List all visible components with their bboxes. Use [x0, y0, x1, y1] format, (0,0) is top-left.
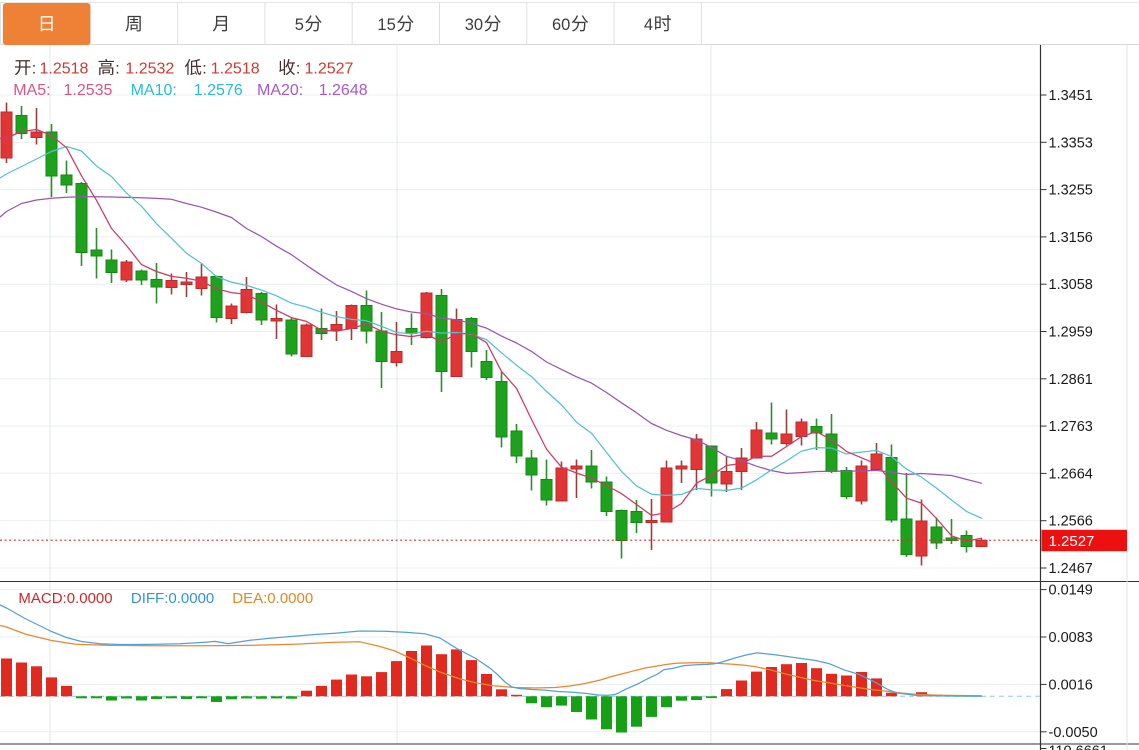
svg-text:1.2566: 1.2566 [1049, 514, 1093, 530]
svg-text:1.2467: 1.2467 [1049, 561, 1093, 577]
svg-text::: : [115, 60, 119, 77]
svg-text:1.3451: 1.3451 [1049, 88, 1093, 104]
svg-text:DIFF:0.0000: DIFF:0.0000 [131, 590, 214, 607]
svg-text:60: 60 [552, 16, 570, 34]
svg-text::: : [32, 60, 36, 77]
svg-text:1.3353: 1.3353 [1049, 135, 1093, 151]
svg-text:5: 5 [295, 16, 304, 34]
svg-text:1.2664: 1.2664 [1049, 466, 1093, 482]
svg-text:1.2527: 1.2527 [1049, 533, 1095, 550]
svg-text:1.2861: 1.2861 [1049, 372, 1093, 388]
svg-text:0.0149: 0.0149 [1049, 583, 1093, 599]
svg-text:1.2532: 1.2532 [125, 60, 174, 77]
svg-text:1.3255: 1.3255 [1049, 183, 1093, 199]
svg-text:MA10:: MA10: [131, 82, 177, 99]
svg-text:0.0083: 0.0083 [1049, 630, 1093, 646]
svg-text:15: 15 [377, 16, 395, 34]
svg-text:1.2535: 1.2535 [64, 82, 113, 99]
svg-text:0.0016: 0.0016 [1049, 677, 1093, 693]
svg-text:1.2576: 1.2576 [194, 82, 243, 99]
svg-text:30: 30 [465, 16, 483, 34]
svg-text:1.3156: 1.3156 [1049, 230, 1093, 246]
svg-text:-0.0050: -0.0050 [1049, 725, 1098, 741]
svg-text::: : [202, 60, 206, 77]
svg-text:MA5:: MA5: [13, 82, 50, 99]
svg-text:1.2959: 1.2959 [1049, 325, 1093, 341]
svg-text:MA20:: MA20: [257, 82, 303, 99]
svg-text:1.2527: 1.2527 [305, 60, 354, 77]
svg-text:110.6661: 110.6661 [1049, 744, 1108, 750]
svg-text:1.2763: 1.2763 [1049, 419, 1093, 435]
svg-text:1.2518: 1.2518 [211, 60, 260, 77]
svg-text:DEA:0.0000: DEA:0.0000 [232, 590, 313, 607]
svg-text::: : [296, 60, 300, 77]
svg-text:1.3058: 1.3058 [1049, 277, 1093, 293]
svg-text:4: 4 [644, 16, 653, 34]
svg-text:MACD:0.0000: MACD:0.0000 [18, 590, 112, 607]
svg-text:1.2518: 1.2518 [40, 60, 89, 77]
svg-text:1.2648: 1.2648 [319, 82, 368, 99]
